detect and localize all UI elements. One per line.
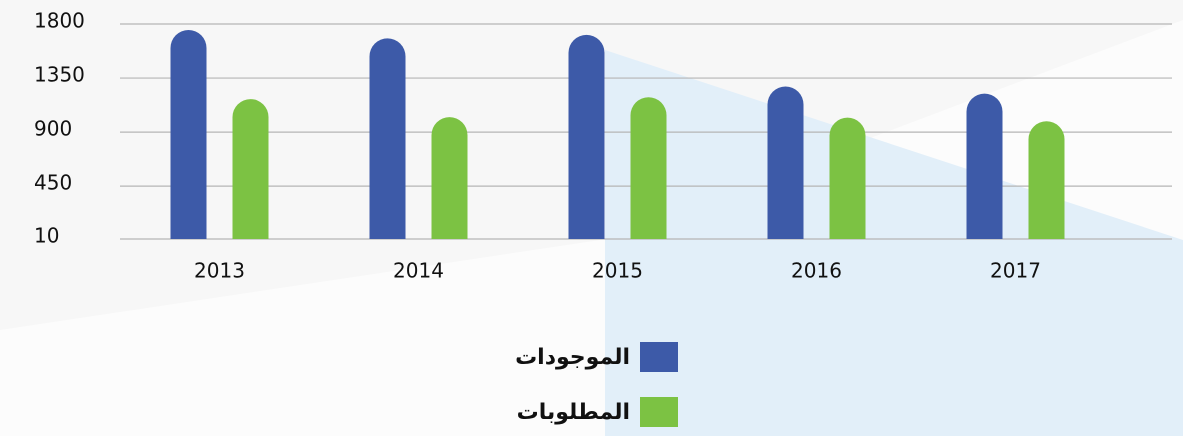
x-tick-label: 2014 bbox=[393, 259, 444, 283]
legend-label: الموجودات bbox=[515, 345, 630, 370]
bar bbox=[966, 93, 1003, 239]
bar bbox=[369, 38, 406, 240]
bar bbox=[630, 97, 667, 239]
bar bbox=[568, 34, 605, 239]
background-shape bbox=[605, 50, 1183, 436]
bar bbox=[431, 117, 468, 239]
legend-swatch bbox=[640, 342, 678, 372]
x-tick-label: 2013 bbox=[194, 259, 245, 283]
y-tick-label: 1350 bbox=[34, 63, 85, 87]
bar bbox=[170, 30, 207, 239]
bar bbox=[829, 117, 866, 239]
legend-swatch bbox=[640, 397, 678, 427]
bar bbox=[1028, 121, 1065, 239]
legend-label: المطلوبات bbox=[517, 400, 630, 425]
bar bbox=[232, 99, 269, 240]
y-tick-label: 900 bbox=[34, 117, 72, 141]
y-tick-label: 10 bbox=[34, 224, 59, 248]
x-tick-label: 2015 bbox=[592, 259, 643, 283]
x-tick-label: 2016 bbox=[791, 259, 842, 283]
y-tick-label: 450 bbox=[34, 171, 72, 195]
y-tick-label: 1800 bbox=[34, 9, 85, 33]
bar bbox=[767, 86, 804, 239]
x-tick-label: 2017 bbox=[990, 259, 1041, 283]
